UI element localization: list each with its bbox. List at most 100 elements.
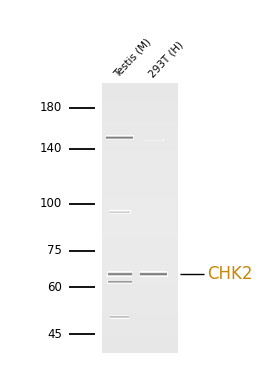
Bar [102,289,178,290]
Bar [123,272,124,277]
Bar [102,328,178,329]
Bar [102,268,178,269]
Bar [157,139,158,141]
Bar [165,272,166,277]
Bar [142,272,143,277]
Bar [124,280,125,284]
Bar [102,297,178,298]
Bar [158,272,160,277]
Text: Testis (M): Testis (M) [112,36,153,79]
Bar [102,251,178,252]
Bar [102,191,178,192]
Bar [102,163,178,164]
Bar [102,142,178,144]
Bar [102,156,178,157]
Bar [141,272,142,277]
Bar [102,122,178,123]
Bar [148,139,149,141]
Bar [102,336,178,337]
Bar [124,272,125,277]
Bar [102,309,178,310]
Bar [153,272,154,277]
Bar [102,260,178,261]
Bar [119,280,120,284]
Bar [123,280,124,284]
Bar [150,139,151,141]
Bar [102,155,178,156]
Bar [102,222,178,223]
Bar [102,299,178,301]
Bar [159,139,160,141]
Bar [122,135,123,140]
Bar [116,272,117,277]
Bar [108,280,109,284]
Bar [102,113,178,114]
Bar [121,315,122,319]
Bar [102,345,178,347]
Bar [152,272,153,277]
Bar [102,341,178,343]
Bar [122,280,123,284]
Bar [102,263,178,264]
Bar [102,261,178,263]
Bar [102,118,178,119]
Bar [102,111,178,113]
Text: CHK2: CHK2 [207,265,253,283]
Bar [102,211,178,213]
Bar [118,315,119,319]
Bar [102,159,178,160]
Bar [102,151,178,152]
Bar [126,272,127,277]
Text: 60: 60 [47,281,62,294]
Bar [115,315,116,319]
Bar [161,272,162,277]
Bar [125,272,126,277]
Bar [102,347,178,348]
Bar [140,272,141,277]
Bar [116,135,117,140]
Bar [121,135,122,140]
Bar [102,134,178,135]
Bar [149,272,150,277]
Bar [157,272,158,277]
Bar [102,213,178,214]
Bar [102,141,178,142]
Bar [102,255,178,256]
Bar [128,135,129,140]
Bar [102,206,178,207]
Bar [102,352,178,353]
Bar [154,139,155,141]
Bar [133,135,134,140]
Bar [110,272,111,277]
Bar [102,172,178,173]
Bar [110,210,111,214]
Bar [102,225,178,226]
Bar [102,167,178,168]
Bar [114,272,115,277]
Bar [102,102,178,103]
Bar [102,339,178,340]
Bar [117,272,118,277]
Bar [149,139,150,141]
Bar [102,145,178,146]
Bar [167,272,168,277]
Bar [112,135,113,140]
Bar [102,133,178,134]
Bar [102,290,178,291]
Bar [162,272,163,277]
Bar [119,315,120,319]
Bar [102,303,178,305]
Bar [102,317,178,318]
Bar [102,107,178,109]
Bar [120,315,121,319]
Bar [102,149,178,151]
Bar [111,135,112,140]
Bar [102,214,178,215]
Bar [115,210,116,214]
Bar [128,210,129,214]
Bar [155,272,156,277]
Bar [102,311,178,313]
Bar [102,179,178,180]
Bar [107,272,108,277]
Bar [153,139,154,141]
